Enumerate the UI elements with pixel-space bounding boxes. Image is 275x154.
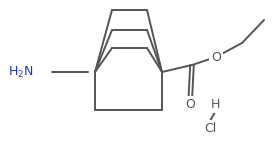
- Text: Cl: Cl: [204, 122, 216, 134]
- Text: O: O: [211, 51, 221, 63]
- Text: $\mathregular{H_2N}$: $\mathregular{H_2N}$: [8, 65, 34, 80]
- Text: H: H: [210, 99, 220, 111]
- Text: O: O: [185, 97, 195, 111]
